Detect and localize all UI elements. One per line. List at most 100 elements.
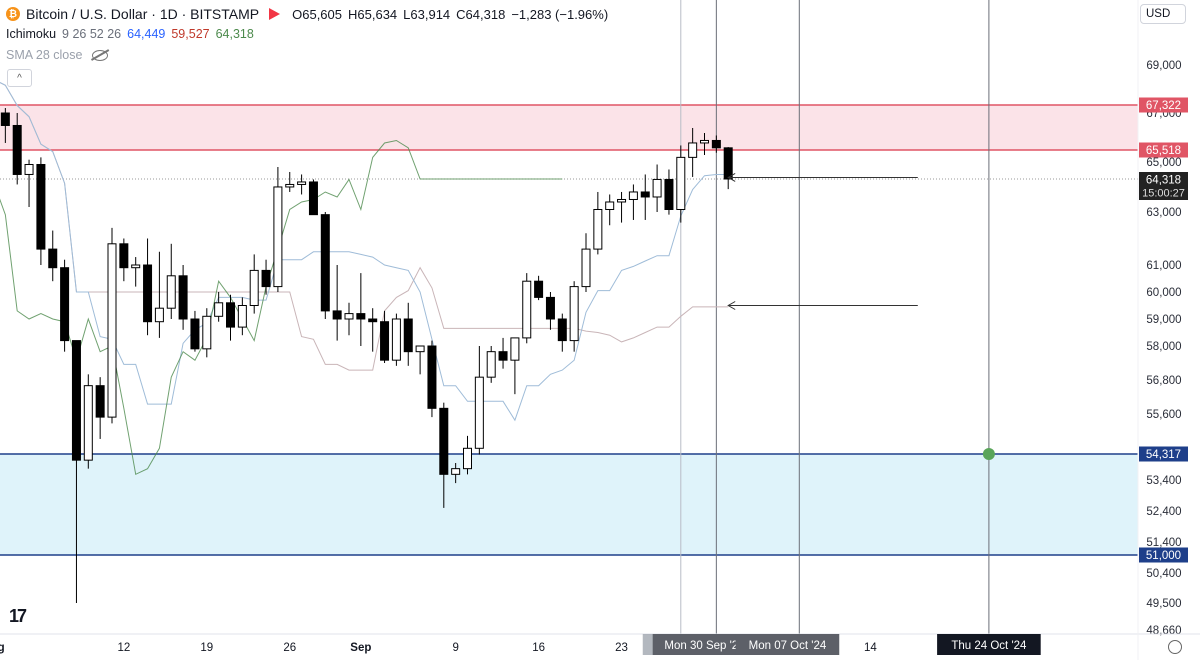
time-tooltip-text: Mon 07 Oct '24 (749, 640, 827, 652)
candle-body (711, 139, 721, 149)
candle-body (237, 305, 247, 328)
x-tick-label: 19 (200, 642, 213, 654)
arrow-head (727, 173, 736, 182)
candle-body (688, 142, 698, 158)
candle-body (534, 280, 544, 298)
candle-body (368, 318, 378, 323)
ichimoku-label: Ichimoku (6, 27, 57, 41)
ichimoku-legend[interactable]: Ichimoku 9 26 52 26 64,449 59,527 64,318 (6, 27, 254, 41)
price-label-text: 51,000 (1146, 550, 1181, 562)
candle-body (391, 318, 401, 361)
candle-body (664, 178, 674, 210)
time-tooltip-text: Mon 30 Sep '24 (664, 640, 745, 652)
time-tooltip-box (937, 634, 1041, 655)
candle-body (119, 243, 129, 269)
price-label-box (1139, 547, 1188, 563)
ichimoku-value-3: 64,318 (215, 27, 254, 41)
price-label-box (1139, 172, 1188, 200)
candle-body (214, 302, 224, 317)
candle-body (439, 407, 449, 475)
candle-body (95, 385, 105, 418)
currency-label: USD (1146, 8, 1171, 20)
settings-icon[interactable] (1168, 640, 1182, 654)
candle-body (427, 345, 437, 409)
ichimoku-value-1: 64,449 (127, 27, 166, 41)
time-tooltip-box (735, 634, 840, 655)
candle-body (451, 468, 461, 475)
candle-body (593, 208, 603, 250)
y-tick-label: 48,660 (1146, 625, 1181, 637)
time-tooltip-text: Thu 24 Oct '24 (951, 640, 1027, 652)
candle-body (344, 313, 354, 320)
candle-body (510, 337, 520, 361)
candle-body (498, 351, 508, 361)
candle-body (628, 191, 638, 200)
candle-body (202, 315, 212, 350)
price-label-text: 54,317 (1146, 449, 1181, 461)
y-tick-label: 61,000 (1146, 260, 1181, 272)
zones-layer (0, 104, 1138, 556)
candle-body (320, 214, 330, 312)
vertical-lines-layer (680, 0, 990, 634)
y-tick-label: 51,400 (1146, 537, 1181, 549)
y-tick-label: 50,400 (1146, 568, 1181, 580)
arrow-head (727, 301, 736, 310)
y-tick-label: 49,500 (1146, 598, 1181, 610)
currency-selector[interactable]: USD (1140, 4, 1186, 24)
price-label-box (1139, 97, 1188, 113)
candle-body (143, 264, 153, 323)
sma-legend[interactable]: SMA 28 close (6, 48, 109, 62)
annotations-layer (727, 173, 995, 460)
candle-body (676, 156, 686, 210)
candle-body (723, 147, 733, 180)
candle-body (261, 269, 271, 288)
resistance-zone (0, 105, 1138, 150)
y-tick-label: 69,000 (1146, 60, 1181, 72)
x-tick-label: 9 (452, 642, 458, 654)
candle-body (605, 201, 615, 210)
candle-body (415, 345, 425, 353)
candle-body (178, 275, 188, 320)
symbol-title[interactable]: Bitcoin / U.S. Dollar · 1D · BITSTAMP (26, 6, 260, 22)
y-tick-label: 65,000 (1146, 157, 1181, 169)
tradingview-logo[interactable]: 17 (9, 606, 27, 626)
candle-body (226, 302, 235, 328)
support-zone (0, 454, 1138, 555)
candle-body (71, 340, 81, 461)
y-tick-label: 60,000 (1146, 287, 1181, 299)
y-tick-label: 63,000 (1146, 207, 1181, 219)
candle-body (486, 351, 496, 378)
candle-body (700, 139, 709, 144)
candles-layer (0, 108, 733, 603)
x-tick-label: Sep (350, 642, 371, 654)
candle-body (131, 264, 141, 269)
candle-body (0, 112, 10, 126)
x-tick-label: 14 (864, 642, 877, 654)
candle-body (12, 124, 22, 175)
price-label-text: 67,322 (1146, 100, 1181, 112)
collapse-legend-button[interactable]: ^ (7, 69, 32, 87)
candle-body (83, 385, 93, 461)
candle-body (640, 191, 650, 198)
flag-icon[interactable] (269, 8, 281, 20)
y-tick-label: 59,000 (1146, 314, 1181, 326)
candle-body (380, 321, 390, 361)
ichimoku-params: 9 26 52 26 (62, 27, 122, 41)
price-label-box (1139, 142, 1188, 158)
bitcoin-icon: ₿ (6, 7, 20, 21)
eye-hidden-icon[interactable] (92, 49, 109, 61)
price-label-text: 65,518 (1146, 145, 1181, 157)
candle-body (652, 178, 662, 198)
x-tick-label: 12 (117, 642, 130, 654)
candle-body (581, 248, 591, 288)
ohlc-open: O65,605 (292, 6, 342, 22)
candle-body (190, 318, 200, 350)
candle-body (557, 318, 567, 342)
ohlc-high: H65,634 (348, 6, 398, 22)
candle-body (569, 286, 579, 342)
candle-body (308, 181, 318, 216)
candle-body (403, 318, 413, 353)
price-label-box (1139, 446, 1188, 462)
ohlc-change: −1,283 (−1.96%) (511, 6, 609, 22)
